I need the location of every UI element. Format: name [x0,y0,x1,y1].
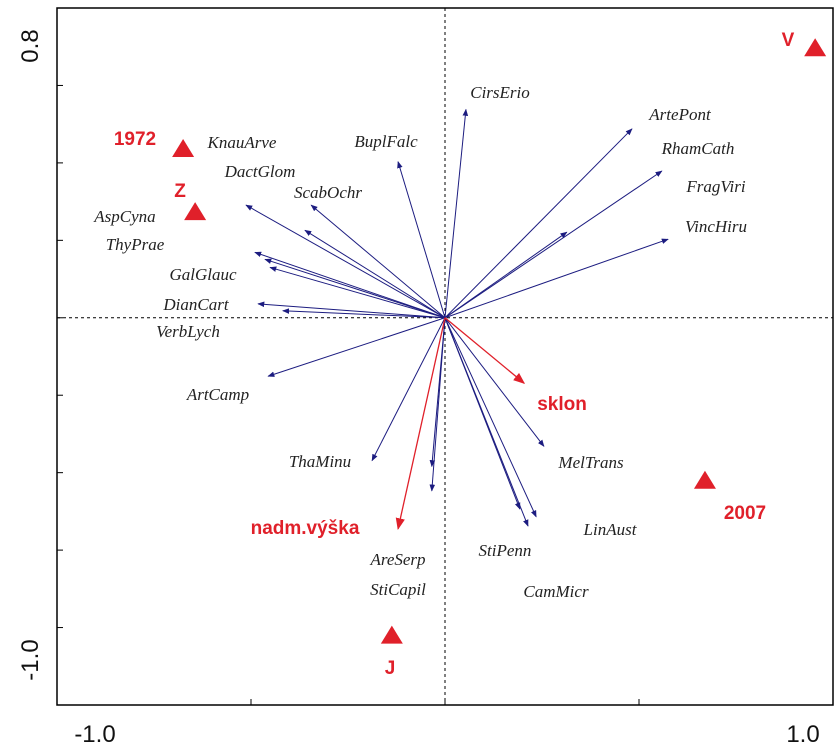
species-arrow [245,204,446,319]
species-label: KnauArve [207,133,277,152]
sample-point [184,202,207,221]
sample-point [380,625,403,644]
species-arrow [282,308,446,319]
y-tick-label: -1.0 [17,639,44,680]
species-arrow [257,301,446,319]
species-arrow [444,128,633,319]
species-label: DianCart [162,295,229,314]
species-label: ScabOchr [294,183,362,202]
sample-label: V [782,30,795,51]
species-arrow [254,251,446,319]
species-arrow [444,238,669,319]
species-label: LinAust [583,520,638,539]
sample-label: J [385,658,396,679]
species-arrow [264,258,446,319]
species-label: ArtePont [648,105,712,124]
species-label: MelTrans [557,453,624,472]
species-arrow [310,204,446,319]
species-arrow [444,170,663,319]
species-label: VerbLych [156,322,220,341]
species-label: FragViri [685,177,745,196]
species-label: ArtCamp [186,385,249,404]
species-arrow [444,317,537,518]
species-label: StiCapil [370,580,426,599]
species-label: ThyPrae [106,235,165,254]
species-label: CamMicr [523,582,589,601]
species-arrow [444,317,545,447]
species-arrow [444,317,521,510]
sample-point [693,470,716,489]
species-label: CirsErio [470,83,530,102]
x-tick-label: -1.0 [74,721,115,748]
species-label: BuplFalc [354,132,418,151]
species-arrow [444,108,469,318]
env-arrow [444,317,526,384]
species-label: AspCyna [93,207,155,226]
species-label: StiPenn [479,541,532,560]
species-arrow [304,229,446,319]
species-label: DactGlom [224,162,296,181]
env-label: sklon [537,394,587,415]
species-arrow [429,317,446,492]
env-label: nadm.výška [251,518,360,539]
species-label: GalGlauc [169,265,237,284]
species-arrow [397,161,446,318]
x-tick-label: 1.0 [786,721,819,748]
species-arrow [444,231,568,319]
species-label: VincHiru [685,217,747,236]
y-tick-label: 0.8 [17,29,44,62]
sample-point [172,138,195,157]
sample-label: Z [174,181,186,202]
species-label: ThaMinu [289,452,351,471]
sample-label: 2007 [724,503,766,524]
sample-label: 1972 [114,129,156,150]
sample-point [804,38,827,57]
species-arrow [269,266,446,319]
env-arrow [395,317,446,530]
species-arrow [371,317,446,462]
species-label: RhamCath [661,139,735,158]
species-label: AreSerp [369,550,425,569]
species-arrow [267,317,446,377]
